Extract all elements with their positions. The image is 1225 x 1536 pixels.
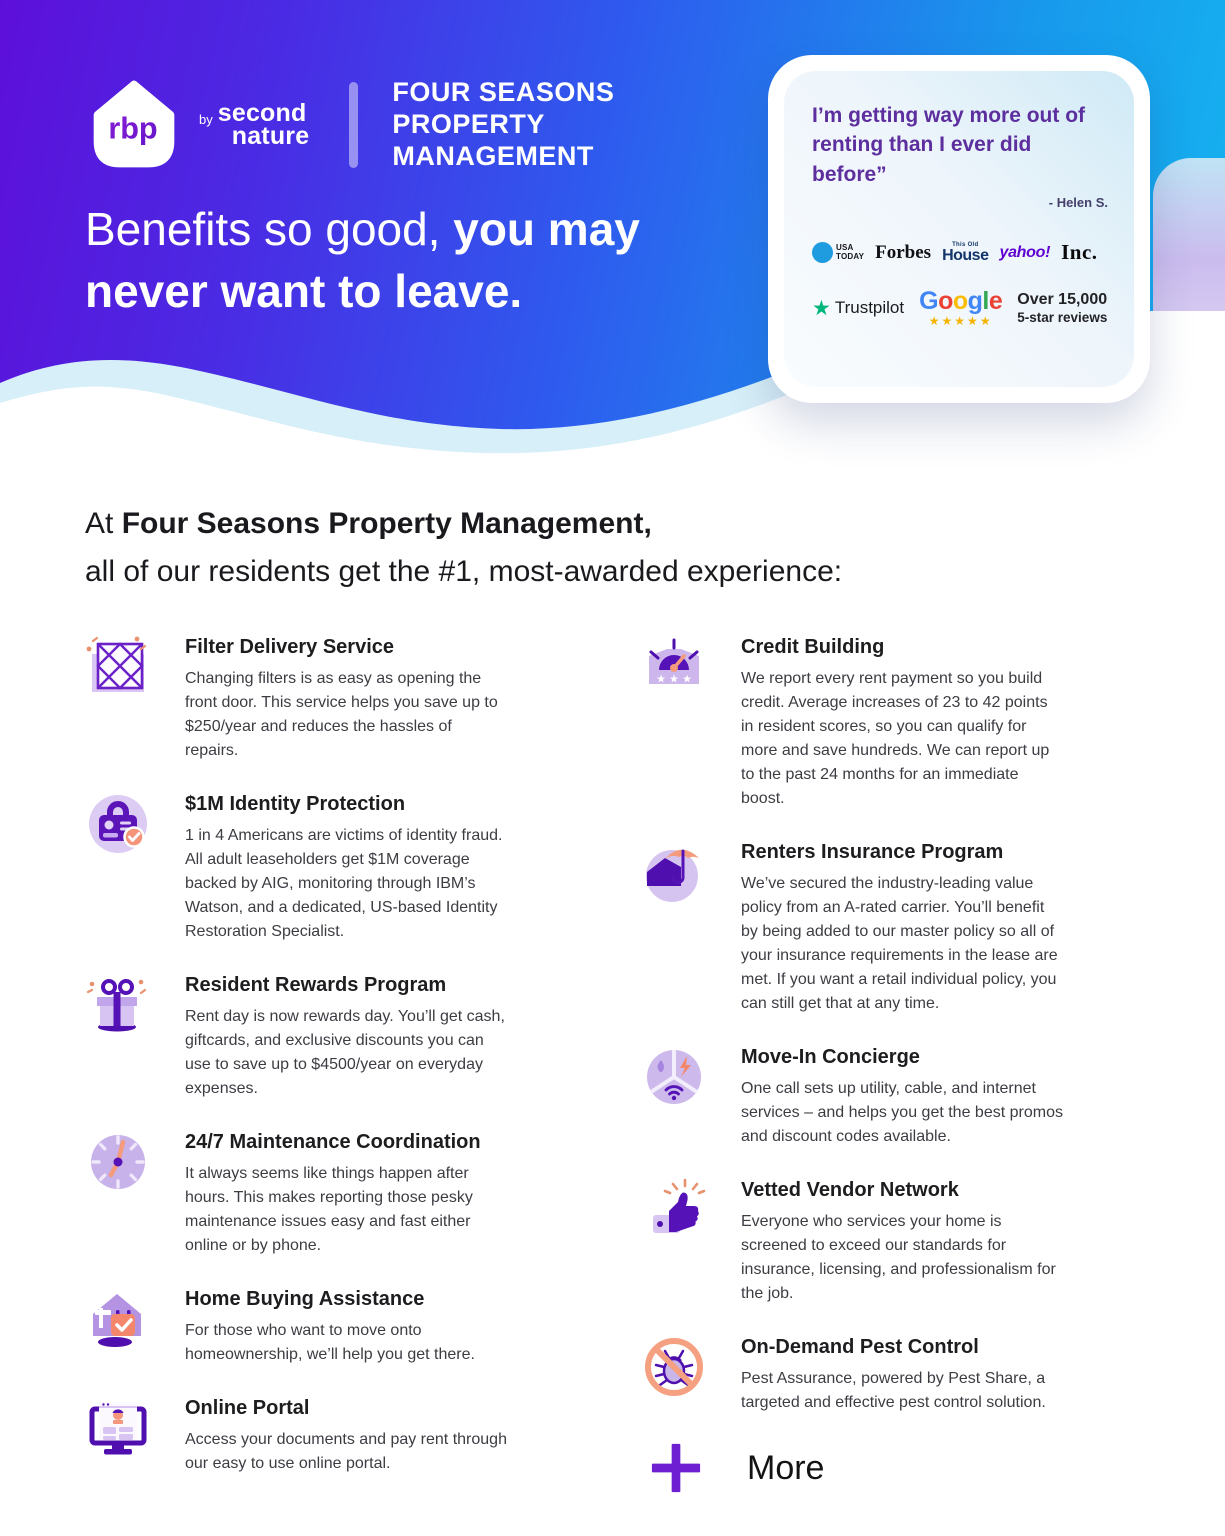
umbrella-house-icon xyxy=(646,849,699,902)
yahoo-logo: yahoo! xyxy=(999,243,1051,261)
five-stars-icon: ★★★★★ xyxy=(928,314,993,329)
plus-icon xyxy=(651,1443,701,1493)
intro-heading: At Four Seasons Property Management, all… xyxy=(85,507,843,588)
house-check-icon xyxy=(93,1294,141,1347)
benefit-vetted-vendor: Vetted Vendor Network Everyone who servi… xyxy=(641,1175,1140,1306)
logo-word-second: second xyxy=(217,99,307,127)
credit-gauge-icon: ★ ★ ★ xyxy=(649,638,699,686)
no-pest-icon xyxy=(645,1338,703,1396)
svg-text:★: ★ xyxy=(682,674,692,686)
logo-word-nature: nature xyxy=(231,122,310,150)
benefits-grid: Filter Delivery Service Changing filters… xyxy=(0,632,1225,1502)
header-logo-row: rbp by second nature FOUR SEASONS PROPER… xyxy=(85,76,614,174)
second-nature-logo: by second nature xyxy=(199,99,310,150)
benefit-renters-insurance: Renters Insurance Program We’ve secured … xyxy=(641,837,1140,1016)
benefit-pest-control: On-Demand Pest Control Pest Assurance, p… xyxy=(641,1332,1140,1415)
usa-today-circle-icon xyxy=(812,242,833,264)
rbp-logo-icon: rbp xyxy=(93,80,175,168)
monitor-icon xyxy=(89,1402,147,1455)
logo-by-text: by xyxy=(199,112,213,127)
trustpilot-star-icon: ★ xyxy=(812,296,831,320)
inc-logo: Inc. xyxy=(1061,240,1098,265)
clock-icon xyxy=(91,1135,145,1189)
benefits-right-column: ★ ★ ★ Credit Building We report every re… xyxy=(641,632,1140,1502)
trustpilot-logo: ★ Trustpilot xyxy=(812,296,905,320)
reviews-row: ★ Trustpilot Google ★★★★★ Over 15,000 5-… xyxy=(812,287,1108,329)
benefit-maintenance: 24/7 Maintenance Coordination It always … xyxy=(85,1127,641,1258)
utilities-icon xyxy=(647,1050,701,1104)
svg-text:★: ★ xyxy=(656,674,666,686)
press-logos-row: USA TODAY Forbes This Old House yahoo! I… xyxy=(812,240,1108,265)
testimonial-attribution: - Helen S. xyxy=(1048,195,1108,211)
header-divider xyxy=(349,82,359,168)
more-row: More xyxy=(641,1441,1140,1495)
more-label: More xyxy=(747,1448,825,1487)
usa-today-logo: USA TODAY xyxy=(812,242,864,264)
filter-icon xyxy=(86,636,147,692)
thumbs-up-icon xyxy=(653,1178,706,1233)
benefit-credit-building: ★ ★ ★ Credit Building We report every re… xyxy=(641,632,1140,811)
forbes-logo: Forbes xyxy=(875,241,932,263)
svg-text:rbp: rbp xyxy=(108,111,157,145)
benefit-move-in-concierge: Move-In Concierge One call sets up utili… xyxy=(641,1042,1140,1149)
benefit-resident-rewards: Resident Rewards Program Rent day is now… xyxy=(85,970,641,1101)
svg-text:★: ★ xyxy=(669,674,679,686)
benefit-home-buying: Home Buying Assistance For those who wan… xyxy=(85,1284,641,1367)
google-reviews-logo: Google ★★★★★ xyxy=(919,287,1003,329)
benefit-online-portal: Online Portal Access your documents and … xyxy=(85,1393,641,1476)
company-name: FOUR SEASONS PROPERTY MANAGEMENT xyxy=(392,77,615,171)
gift-icon xyxy=(86,979,147,1032)
this-old-house-logo: This Old House xyxy=(942,242,989,265)
testimonial-quote: I’m getting way more out of renting than… xyxy=(812,104,1086,186)
reviews-count: Over 15,000 5-star reviews xyxy=(1017,291,1108,325)
hero-headline: Benefits so good, you may never want to … xyxy=(85,203,640,318)
benefit-identity-protection: $1M Identity Protection 1 in 4 Americans… xyxy=(85,789,641,944)
benefit-filter-delivery: Filter Delivery Service Changing filters… xyxy=(85,632,641,763)
id-card-icon xyxy=(89,795,147,853)
hero-banner: rbp by second nature FOUR SEASONS PROPER… xyxy=(0,0,1225,471)
testimonial-card: I’m getting way more out of renting than… xyxy=(768,55,1150,403)
benefits-left-column: Filter Delivery Service Changing filters… xyxy=(85,632,641,1502)
